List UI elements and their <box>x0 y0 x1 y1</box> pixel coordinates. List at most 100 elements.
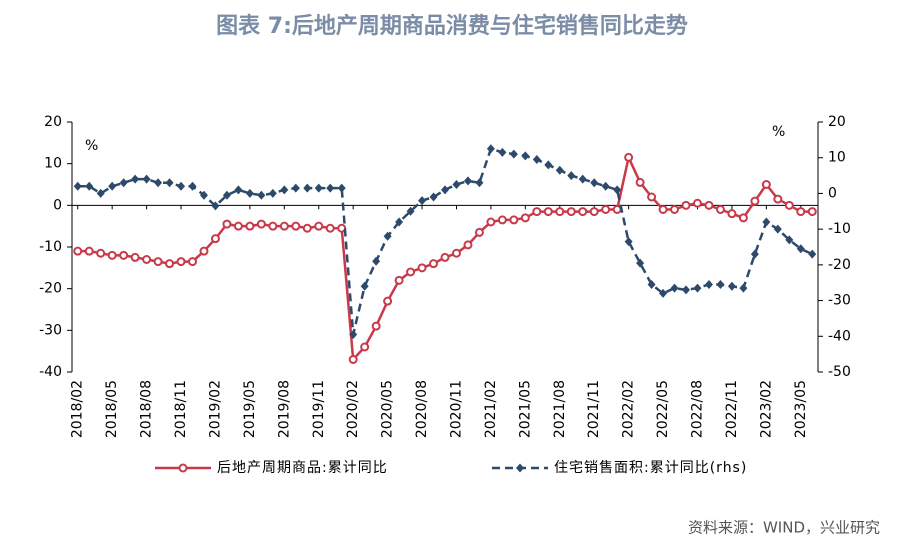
point <box>383 296 393 306</box>
point <box>601 205 611 214</box>
point <box>601 181 610 191</box>
x-tick-label: 2019/11 <box>311 380 327 438</box>
y2-tick-label: 20 <box>828 114 846 130</box>
point <box>807 207 817 217</box>
point <box>130 252 140 262</box>
point <box>452 180 461 189</box>
point <box>715 205 725 214</box>
point <box>360 281 369 291</box>
y-tick-label: -30 <box>39 322 62 338</box>
x-tick-label: 2021/02 <box>483 380 499 438</box>
point <box>303 183 312 193</box>
point <box>636 258 645 268</box>
point <box>417 263 427 273</box>
point <box>348 355 358 364</box>
y-tick-label: -40 <box>39 364 62 380</box>
y-tick-label: -20 <box>39 281 62 297</box>
x-tick-label: 2021/08 <box>552 380 568 438</box>
point <box>337 183 346 193</box>
source: 资料来源：WIND，兴业研究 <box>688 519 880 537</box>
x-tick-label: 2019/05 <box>242 380 258 438</box>
point <box>256 219 266 229</box>
point <box>704 280 713 289</box>
x-tick-label: 2020/08 <box>414 380 430 438</box>
y2-tick-label: 0 <box>828 185 837 201</box>
point <box>796 207 806 217</box>
point <box>555 165 564 175</box>
point <box>349 330 358 339</box>
point <box>371 321 381 331</box>
point <box>520 213 530 223</box>
point <box>486 217 496 227</box>
y2-tick-label: -30 <box>828 293 851 309</box>
legend-label: 住宅销售面积:累计同比(rhs) <box>554 460 747 476</box>
point <box>509 215 519 225</box>
point <box>119 178 128 188</box>
x-tick-label: 2019/02 <box>207 380 223 438</box>
point <box>498 147 507 157</box>
point <box>532 207 542 217</box>
point <box>233 221 243 231</box>
point <box>808 249 817 259</box>
x-tick-label: 2018/02 <box>70 380 86 438</box>
point <box>199 190 208 200</box>
point <box>739 283 748 293</box>
point <box>451 248 461 258</box>
point <box>85 181 94 191</box>
y-unit: % <box>85 138 98 154</box>
legend-marker <box>178 463 188 473</box>
point <box>474 227 484 237</box>
point <box>441 185 449 195</box>
point <box>280 185 289 195</box>
point <box>785 235 794 245</box>
point <box>555 207 565 217</box>
point <box>165 259 175 269</box>
point <box>463 240 473 250</box>
x-tick-label: 2021/05 <box>517 380 533 438</box>
x-tick-label: 2022/05 <box>655 380 671 438</box>
point <box>314 183 323 193</box>
x-tick-label: 2022/11 <box>724 380 740 438</box>
x-tick-label: 2020/11 <box>448 380 464 438</box>
point <box>199 246 209 256</box>
point <box>177 181 186 191</box>
y-tick-label: 20 <box>44 114 62 130</box>
point <box>406 206 415 216</box>
point <box>578 207 588 217</box>
series-line <box>77 147 813 335</box>
point <box>96 248 106 258</box>
x-tick-label: 2018/11 <box>173 380 189 438</box>
point <box>544 160 553 170</box>
chart-title: 图表 7:后地产周期商品消费与住宅销售同比走势 <box>216 13 688 39</box>
point <box>784 200 794 210</box>
legend-label: 后地产周期商品:累计同比 <box>217 460 388 476</box>
point <box>532 155 541 164</box>
point <box>796 244 805 254</box>
point <box>727 281 736 291</box>
point <box>325 223 335 233</box>
point <box>245 188 254 198</box>
legend-marker <box>516 463 524 473</box>
y2-tick-label: 10 <box>828 150 846 166</box>
point <box>521 151 530 161</box>
point <box>302 223 312 233</box>
point <box>750 196 760 206</box>
point <box>394 275 404 285</box>
x-tick-label: 2021/11 <box>586 380 602 438</box>
point <box>647 192 657 202</box>
y2-tick-label: -50 <box>828 364 851 380</box>
point <box>234 185 243 195</box>
point <box>360 342 370 352</box>
point <box>142 174 151 184</box>
y-tick-label: 10 <box>44 156 62 172</box>
point <box>73 181 82 191</box>
point <box>418 196 427 206</box>
point <box>440 252 450 262</box>
point <box>773 224 782 234</box>
point <box>119 250 129 260</box>
point <box>475 178 484 188</box>
point <box>681 200 691 210</box>
x-tick-label: 2020/02 <box>345 380 361 438</box>
point <box>647 280 656 289</box>
